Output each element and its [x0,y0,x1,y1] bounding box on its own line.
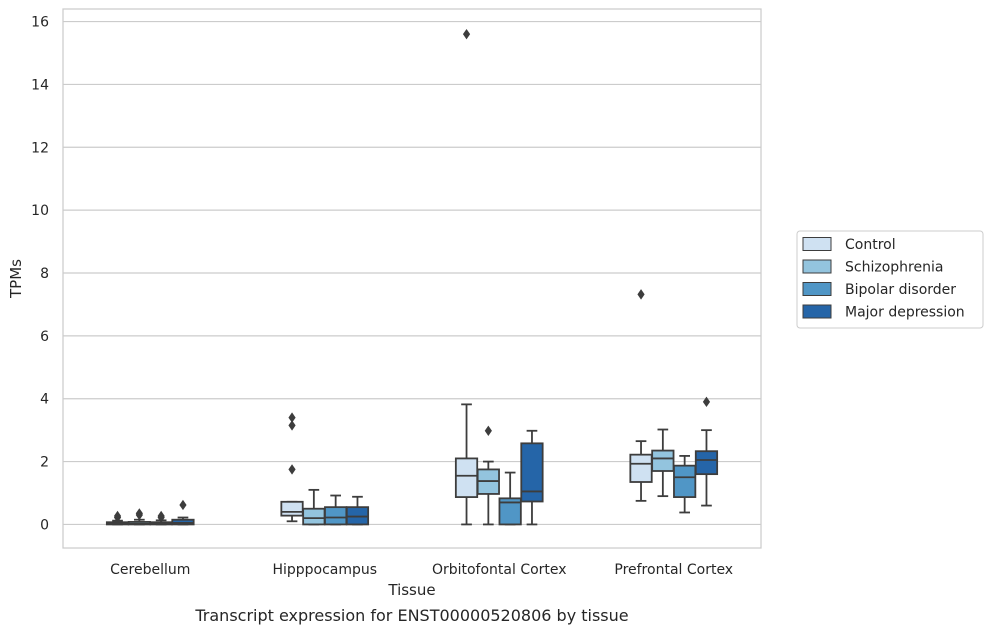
box-iqr [324,506,348,526]
box-2-2 [498,471,522,526]
box-iqr [520,442,544,503]
grid-lines [63,20,761,526]
box-iqr [694,450,719,476]
box-1-3 [345,495,370,526]
y-tick-label: 2 [40,455,49,471]
box-iqr [302,507,326,526]
box-iqr [673,464,697,498]
legend-items: Control Schizophrenia Bipolar disorder Majo… [802,237,965,321]
y-tick-label: 16 [31,15,49,31]
legend-label: Major depression [845,305,965,321]
box-3-1 [651,428,675,498]
box-iqr [454,457,479,498]
box-0-1 [127,508,151,526]
legend-label: Schizophrenia [845,260,943,276]
box-0-0 [105,510,130,526]
figure-caption: Transcript expression for ENST0000052080… [194,606,628,625]
box-3-0 [629,289,653,502]
outlier-point [288,420,296,431]
outlier-point [179,499,187,511]
box-iqr [498,497,522,526]
box-3-3 [694,396,719,507]
box-0-3 [171,499,195,526]
y-tick-label: 0 [40,517,49,533]
legend-label: Control [845,237,896,253]
box-plot-series [105,28,719,526]
box-3-2 [673,455,697,514]
legend: Control Schizophrenia Bipolar disorder Majo… [796,230,984,329]
outlier-point [135,508,143,519]
x-tick-label: Prefrontal Cortex [614,562,733,578]
legend-label: Bipolar disorder [845,282,956,298]
x-axis-title: Tissue [387,581,435,599]
y-tick-label: 8 [40,266,49,282]
x-tick-label: Hipppocampus [272,562,377,578]
outlier-point [702,396,711,408]
x-tick-label: Orbitofontal Cortex [432,562,567,578]
y-tick-label: 14 [31,77,49,93]
legend-swatch [802,304,832,319]
legend-frame [796,230,984,329]
outlier-point [157,510,165,522]
y-axis-ticks: 0 2 4 6 8 10 12 14 16 [31,15,49,534]
box-1-0 [280,412,304,523]
y-tick-label: 4 [40,392,49,408]
outlier-point [113,510,122,522]
box-1-1 [302,488,326,526]
box-iqr [629,453,653,483]
legend-swatch [802,237,832,251]
box-2-1 [476,425,500,526]
outlier-point [288,412,296,423]
x-tick-label: Cerebellum [110,562,190,578]
box-2-0 [454,28,479,526]
y-tick-label: 10 [31,203,49,219]
plot-area-frame [62,8,762,549]
outlier-point [637,289,645,300]
box-iqr [651,449,675,472]
x-axis-ticks: Cerebellum Hipppocampus Orbitofontal Corte… [110,562,733,578]
y-tick-label: 6 [40,329,49,345]
outlier-point [288,464,296,475]
box-1-2 [324,494,348,526]
box-0-2 [149,510,173,526]
y-axis-title: TPMs [7,259,25,299]
outlier-point [462,28,471,40]
box-2-3 [520,429,544,526]
y-tick-label: 12 [31,140,49,156]
legend-swatch [802,282,832,296]
box-iqr [280,500,304,517]
outlier-point [484,425,492,436]
legend-swatch [802,259,832,274]
